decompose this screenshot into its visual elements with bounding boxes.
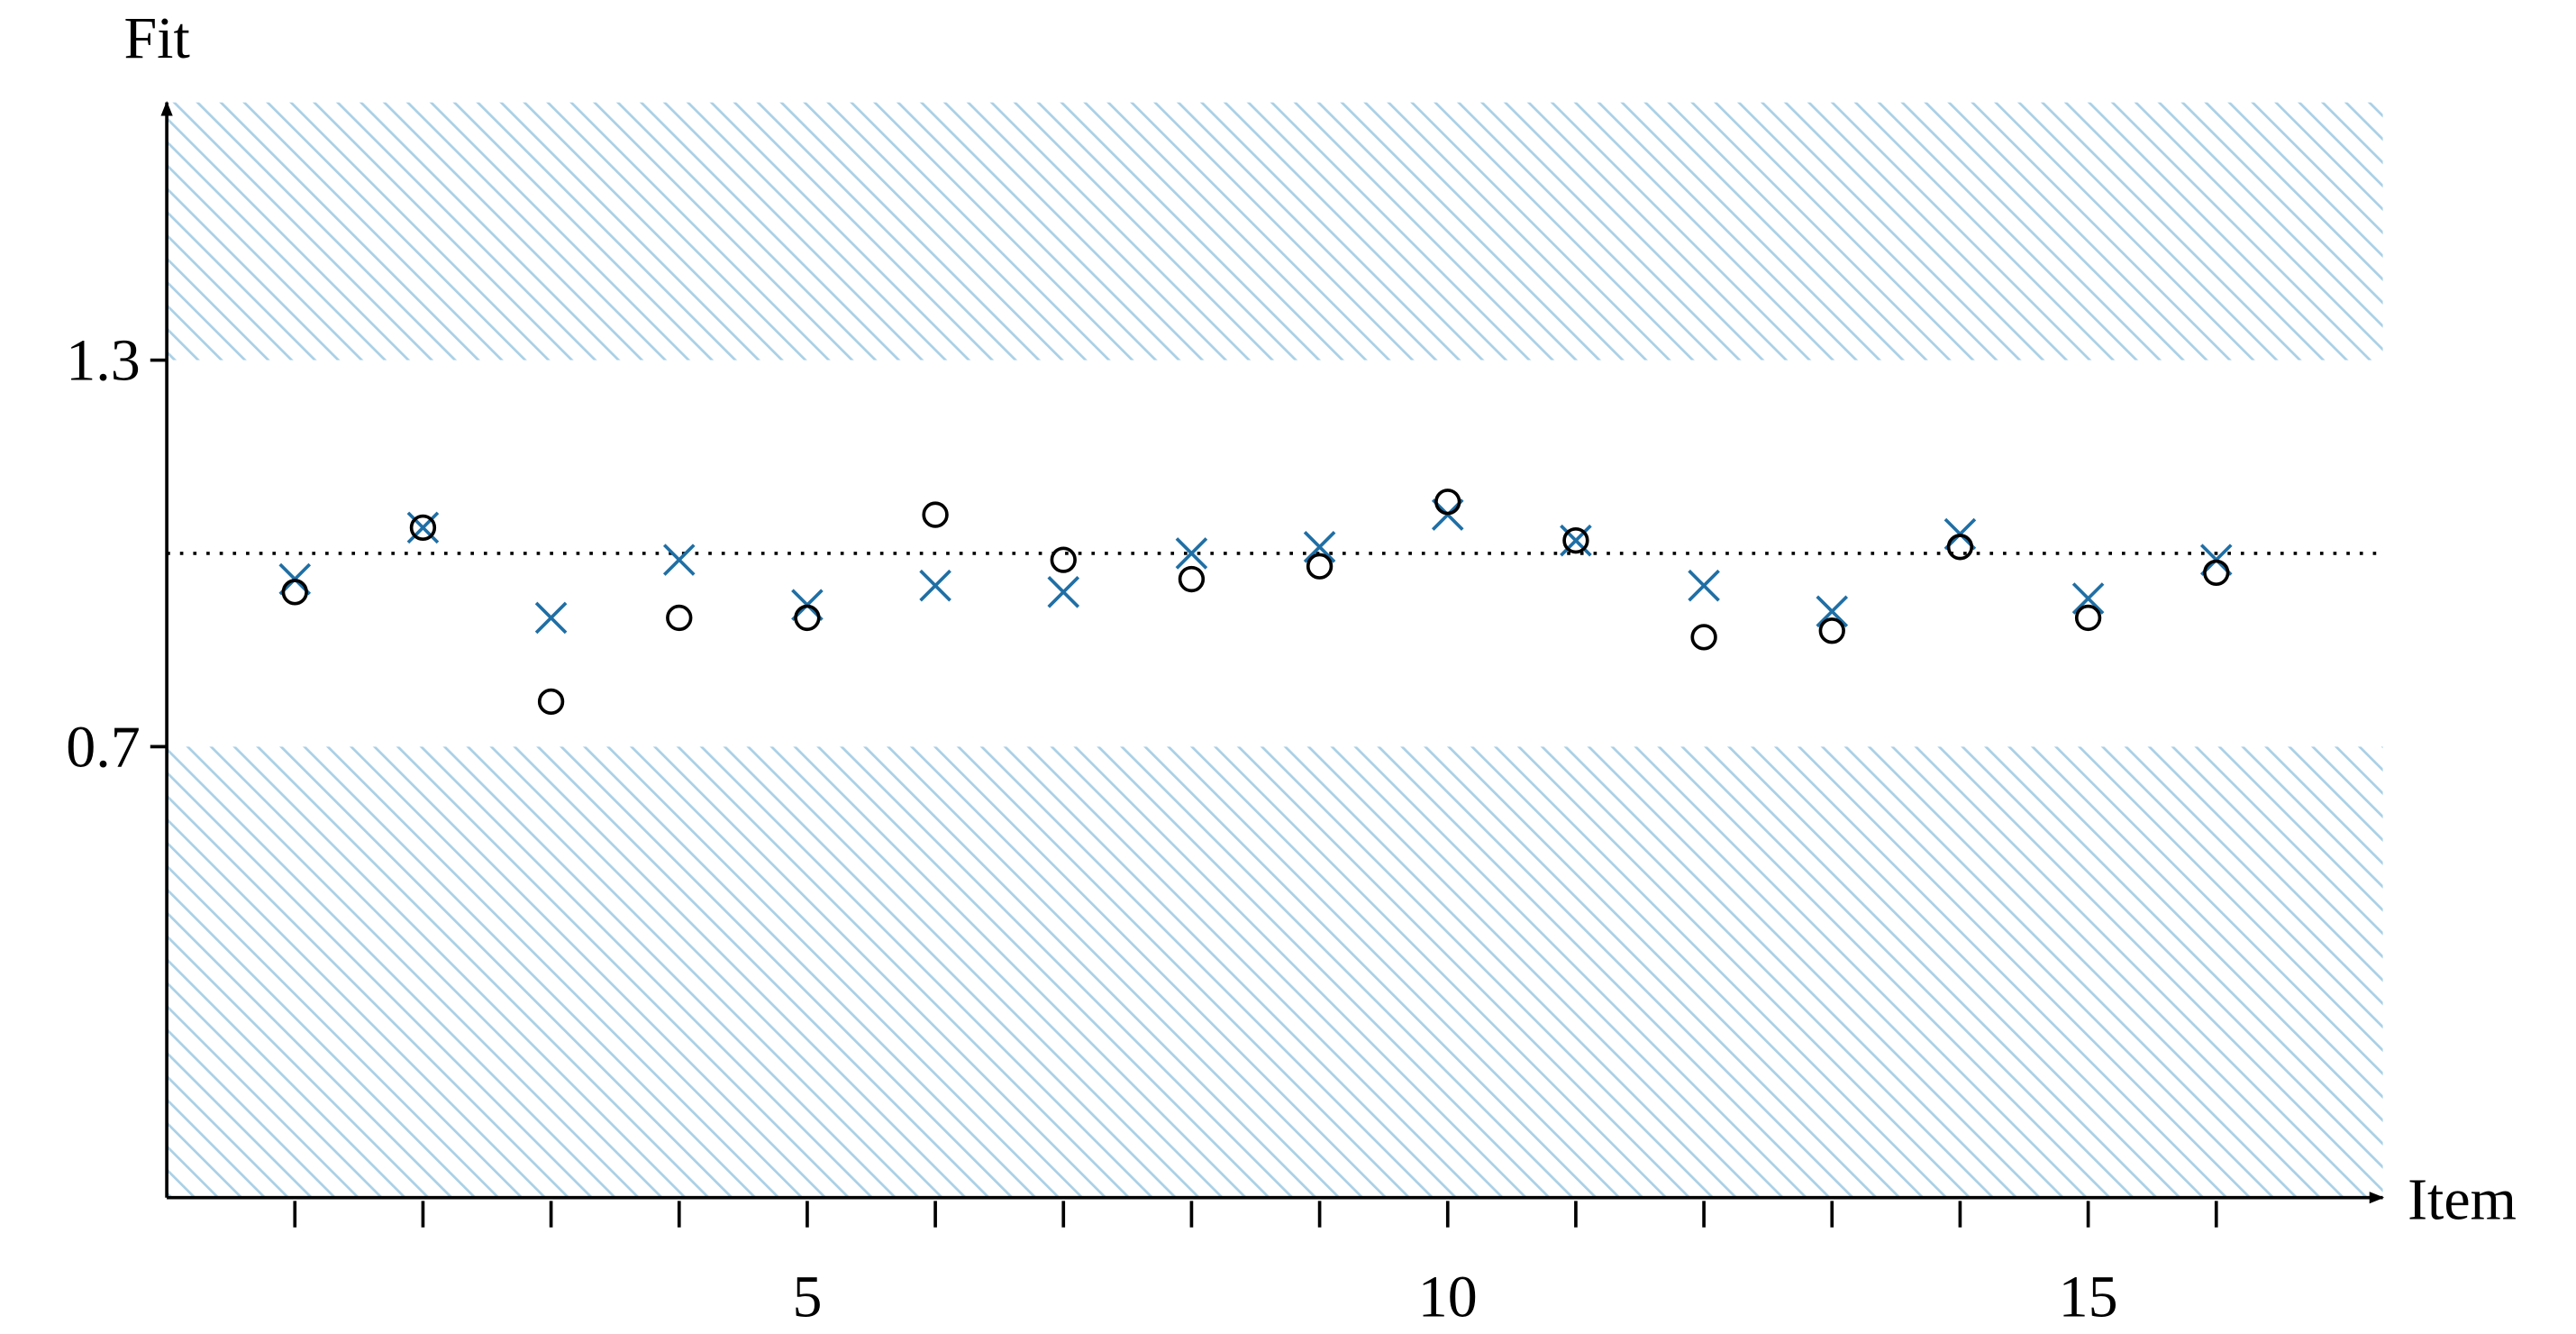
x-tick-label: 5 bbox=[792, 1265, 822, 1330]
circle-point bbox=[1434, 489, 1461, 516]
circle-point bbox=[2203, 559, 2230, 587]
cross-point bbox=[1303, 531, 1336, 563]
circle-point bbox=[1178, 565, 1206, 593]
cross-point bbox=[1688, 569, 1720, 602]
cross-point bbox=[662, 544, 696, 576]
circle-point bbox=[1946, 534, 1974, 561]
cross-point bbox=[534, 601, 568, 635]
circle-point bbox=[666, 604, 693, 632]
x-tick-label: 10 bbox=[1418, 1265, 1478, 1330]
circle-point bbox=[1306, 553, 1334, 580]
y-axis-label: Fit bbox=[123, 5, 189, 71]
x-tick-label: 15 bbox=[2059, 1265, 2118, 1330]
y-tick-label: 1.3 bbox=[66, 328, 140, 394]
circle-point bbox=[794, 604, 821, 632]
cross-point bbox=[1560, 524, 1592, 557]
hatched-band bbox=[167, 746, 2383, 1198]
circle-point bbox=[1050, 546, 1077, 573]
cross-point bbox=[1816, 595, 1849, 628]
cross-point bbox=[1047, 576, 1080, 608]
y-tick-label: 0.7 bbox=[66, 714, 140, 780]
circle-point bbox=[2074, 604, 2102, 632]
cross-point bbox=[1175, 537, 1208, 570]
circle-point bbox=[1562, 527, 1589, 554]
hatched-band bbox=[167, 102, 2383, 361]
circle-point bbox=[537, 688, 565, 716]
cross-point bbox=[406, 511, 440, 544]
circle-point bbox=[922, 501, 949, 528]
circle-point bbox=[1818, 617, 1845, 644]
x-axis-label: Item bbox=[2408, 1167, 2517, 1233]
cross-point bbox=[2071, 582, 2105, 615]
cross-point bbox=[919, 569, 951, 602]
circle-point bbox=[409, 514, 437, 542]
circle-point bbox=[281, 579, 308, 606]
circle-point bbox=[1690, 624, 1717, 651]
